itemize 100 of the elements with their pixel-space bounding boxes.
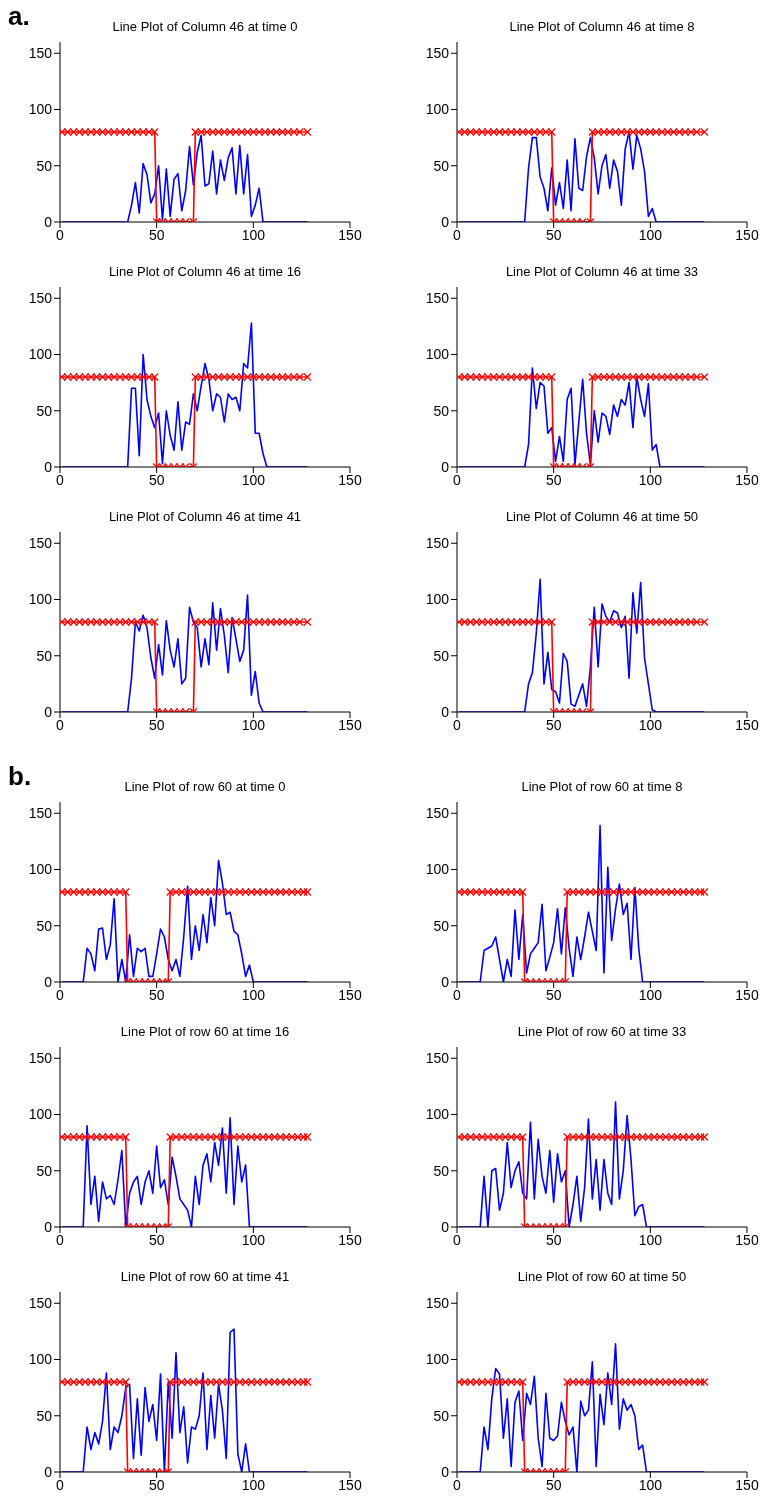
x-tick-label: 50 [148, 716, 165, 733]
x-tick-label: 0 [453, 1476, 462, 1493]
x-tick-label: 150 [338, 986, 362, 1003]
y-tick-label: 100 [28, 1351, 53, 1368]
x-tick-label: 100 [241, 226, 266, 243]
y-tick-label: 100 [425, 101, 450, 118]
x-tick-label: 100 [241, 1476, 266, 1493]
y-tick-label: 50 [36, 157, 53, 174]
y-tick-label: 50 [433, 917, 450, 934]
y-tick-label: 50 [433, 647, 450, 664]
chart-title: Line Plot of Column 46 at time 16 [107, 263, 303, 281]
x-tick-label: 150 [735, 1231, 759, 1248]
x-tick-label: 100 [241, 1231, 266, 1248]
x-tick-label: 50 [148, 986, 165, 1003]
y-tick-label: 50 [36, 402, 53, 419]
y-tick-label: 100 [28, 591, 53, 608]
y-tick-label: 150 [28, 290, 53, 307]
y-tick-label: 150 [425, 1050, 450, 1067]
y-tick-label: 100 [28, 1106, 53, 1123]
y-tick-label: 0 [441, 1463, 450, 1480]
x-tick-label: 50 [148, 1476, 165, 1493]
x-tick-label: 100 [638, 986, 663, 1003]
y-tick-label: 150 [28, 805, 53, 822]
y-tick-label: 150 [425, 45, 450, 62]
x-tick-label: 100 [241, 471, 266, 488]
x-tick-label: 50 [148, 1231, 165, 1248]
y-tick-label: 0 [441, 703, 450, 720]
chart-title: Line Plot of row 60 at time 8 [520, 778, 684, 796]
x-tick-label: 150 [338, 716, 362, 733]
y-tick-label: 50 [36, 1162, 53, 1179]
x-tick-label: 100 [638, 1231, 663, 1248]
chart-title: Line Plot of row 60 at time 0 [123, 778, 287, 796]
x-tick-label: 50 [545, 471, 562, 488]
x-tick-label: 100 [638, 226, 663, 243]
y-tick-label: 0 [441, 1218, 450, 1235]
x-tick-label: 0 [453, 986, 462, 1003]
text: a. [8, 1, 30, 32]
y-tick-label: 0 [441, 213, 450, 230]
chart-title: Line Plot of Column 46 at time 50 [504, 508, 700, 526]
x-tick-label: 100 [241, 986, 266, 1003]
y-tick-label: 100 [425, 1351, 450, 1368]
x-tick-label: 0 [56, 716, 65, 733]
chart-title: Line Plot of row 60 at time 16 [119, 1023, 291, 1041]
y-tick-label: 0 [44, 213, 53, 230]
x-tick-label: 150 [735, 471, 759, 488]
x-tick-label: 0 [453, 716, 462, 733]
y-tick-label: 150 [425, 805, 450, 822]
x-tick-label: 150 [338, 226, 362, 243]
x-tick-label: 0 [56, 986, 65, 1003]
x-tick-label: 50 [148, 471, 165, 488]
x-tick-label: 100 [638, 471, 663, 488]
chart-title: Line Plot of Column 46 at time 33 [504, 263, 700, 281]
x-tick-label: 0 [56, 226, 65, 243]
x-tick-label: 50 [545, 986, 562, 1003]
text: b. [8, 761, 32, 792]
x-tick-label: 100 [638, 716, 663, 733]
y-tick-label: 150 [28, 535, 53, 552]
x-tick-label: 0 [453, 226, 462, 243]
x-tick-label: 150 [735, 716, 759, 733]
y-tick-label: 100 [28, 861, 53, 878]
y-tick-label: 100 [425, 346, 450, 363]
y-tick-label: 0 [44, 703, 53, 720]
x-tick-label: 50 [545, 226, 562, 243]
y-tick-label: 50 [433, 1162, 450, 1179]
x-tick-label: 0 [453, 471, 462, 488]
x-tick-label: 150 [338, 1231, 362, 1248]
x-tick-label: 150 [338, 1476, 362, 1493]
x-tick-label: 0 [56, 471, 65, 488]
chart-title: Line Plot of row 60 at time 50 [516, 1268, 688, 1286]
x-tick-label: 100 [241, 716, 266, 733]
chart-title: Line Plot of Column 46 at time 0 [111, 18, 299, 36]
x-tick-label: 50 [545, 716, 562, 733]
y-tick-label: 50 [433, 1407, 450, 1424]
x-tick-label: 0 [56, 1476, 65, 1493]
x-tick-label: 150 [338, 471, 362, 488]
chart-title: Line Plot of row 60 at time 33 [516, 1023, 688, 1041]
x-tick-label: 150 [735, 986, 759, 1003]
y-tick-label: 50 [433, 402, 450, 419]
y-tick-label: 150 [425, 535, 450, 552]
x-tick-label: 50 [148, 226, 165, 243]
y-tick-label: 0 [44, 458, 53, 475]
y-tick-label: 150 [28, 1050, 53, 1067]
chart-title: Line Plot of Column 46 at time 41 [107, 508, 303, 526]
chart-title: Line Plot of Column 46 at time 8 [508, 18, 696, 36]
y-tick-label: 100 [28, 346, 53, 363]
x-tick-label: 150 [735, 226, 759, 243]
y-tick-label: 150 [425, 1295, 450, 1312]
y-tick-label: 100 [425, 861, 450, 878]
y-tick-label: 0 [441, 973, 450, 990]
y-tick-label: 0 [44, 1218, 53, 1235]
y-tick-label: 100 [425, 591, 450, 608]
y-tick-label: 50 [36, 917, 53, 934]
y-tick-label: 0 [44, 1463, 53, 1480]
y-tick-label: 100 [28, 101, 53, 118]
x-tick-label: 0 [56, 1231, 65, 1248]
y-tick-label: 150 [28, 45, 53, 62]
x-tick-label: 50 [545, 1231, 562, 1248]
chart-title: Line Plot of row 60 at time 41 [119, 1268, 291, 1286]
y-tick-label: 50 [36, 1407, 53, 1424]
y-tick-label: 0 [44, 973, 53, 990]
